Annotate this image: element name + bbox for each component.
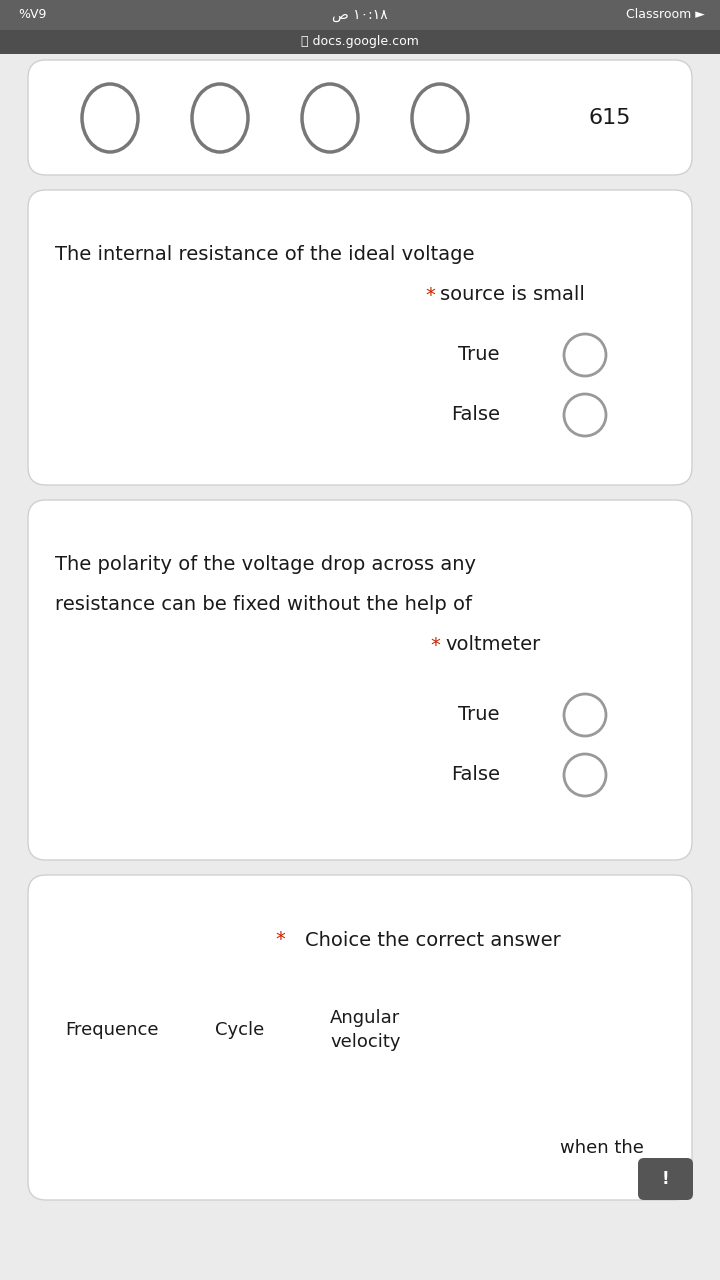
Text: Classroom ►: Classroom ► (626, 9, 705, 22)
Text: False: False (451, 765, 500, 785)
FancyBboxPatch shape (28, 876, 692, 1201)
Text: Cycle: Cycle (215, 1021, 264, 1039)
FancyBboxPatch shape (638, 1158, 693, 1201)
FancyBboxPatch shape (28, 60, 692, 175)
Bar (0, 29, 720, 54)
Text: voltmeter: voltmeter (445, 635, 540, 654)
Text: *: * (430, 635, 440, 654)
FancyBboxPatch shape (28, 500, 692, 860)
Text: *: * (425, 285, 435, 305)
Text: source is small: source is small (440, 285, 585, 305)
Text: ص ۱۰:۱۸: ص ۱۰:۱۸ (332, 8, 388, 22)
Text: False: False (451, 406, 500, 425)
FancyBboxPatch shape (28, 189, 692, 485)
Text: The internal resistance of the ideal voltage: The internal resistance of the ideal vol… (55, 246, 474, 265)
Text: when the: when the (560, 1139, 644, 1157)
Text: True: True (459, 705, 500, 724)
Bar (0, 0, 720, 54)
Text: %V9: %V9 (18, 9, 46, 22)
Text: Frequence: Frequence (65, 1021, 158, 1039)
Text: Choice the correct answer: Choice the correct answer (305, 931, 561, 950)
Text: 🔒 docs.google.com: 🔒 docs.google.com (301, 36, 419, 49)
Text: True: True (459, 346, 500, 365)
Text: 615: 615 (589, 108, 631, 128)
Text: resistance can be fixed without the help of: resistance can be fixed without the help… (55, 595, 472, 614)
Text: The polarity of the voltage drop across any: The polarity of the voltage drop across … (55, 556, 476, 575)
Text: !: ! (662, 1170, 670, 1188)
Text: Angular
velocity: Angular velocity (330, 1009, 400, 1051)
Text: *: * (275, 931, 285, 950)
